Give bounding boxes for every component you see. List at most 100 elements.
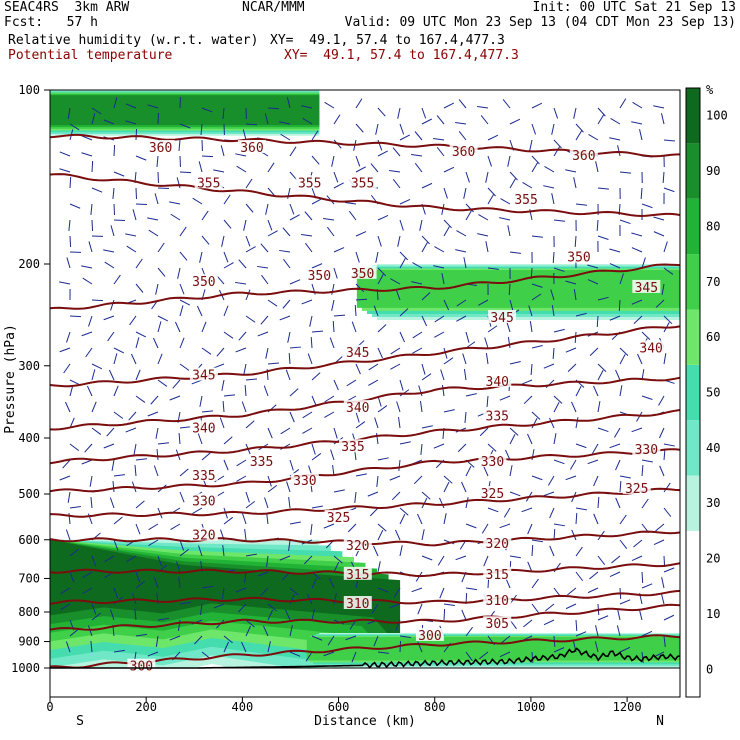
wind-vector (529, 321, 533, 333)
theta-label-bg (247, 453, 276, 467)
wind-vector (594, 641, 599, 653)
wind-vector (549, 545, 555, 557)
wind-vector (201, 107, 213, 113)
wind-vector (311, 505, 323, 509)
wind-vector (392, 178, 401, 189)
y-tick-label: 300 (18, 359, 40, 373)
wind-vector (135, 258, 143, 269)
wind-vector (279, 249, 291, 253)
theta-label: 340 (486, 375, 509, 390)
wind-vector (69, 417, 75, 429)
wind-vector (69, 235, 72, 248)
theta-label: 310 (346, 597, 369, 612)
wind-vector (465, 587, 477, 591)
wind-vector (377, 150, 388, 157)
wind-vector (588, 133, 599, 141)
wind-vector (194, 635, 203, 645)
wind-vector (199, 603, 203, 615)
wind-vector (531, 449, 535, 461)
wind-vector (213, 603, 225, 609)
wind-vector (573, 107, 577, 119)
y-tick-label: 100 (18, 83, 40, 97)
wind-vector (126, 245, 137, 253)
wind-vector (389, 603, 401, 609)
wind-vector (443, 226, 450, 237)
wind-vector (222, 545, 225, 557)
wind-vector (587, 264, 599, 269)
wind-vector (88, 315, 93, 327)
wind-vector (479, 651, 489, 660)
wind-vector (399, 258, 406, 269)
colorbar-segment (686, 198, 700, 255)
theta-label-bg (189, 493, 218, 507)
wind-vector (307, 353, 313, 365)
wind-vector (113, 274, 121, 285)
wind-vector (499, 217, 511, 221)
theta-label: 330 (481, 455, 504, 470)
wind-vector (109, 497, 115, 509)
wind-vector (661, 283, 665, 295)
wind-vector (412, 347, 423, 354)
wind-vector (455, 121, 467, 125)
wind-vector (201, 235, 210, 245)
wind-vector (242, 129, 247, 141)
wind-vector (179, 539, 185, 551)
wind-vector (614, 427, 621, 438)
wind-vector (109, 609, 115, 621)
wind-vector (223, 516, 234, 525)
theta-label: 355 (197, 176, 220, 191)
theta-label-bg (632, 279, 661, 293)
wind-vector (91, 612, 101, 621)
wind-vector (434, 315, 445, 323)
valid-time: Valid: 09 UTC Mon 23 Sep 13 (04 CDT Mon … (344, 15, 736, 30)
y-tick-label: 400 (18, 431, 40, 445)
wind-vector (528, 305, 533, 317)
wind-vector (309, 315, 313, 327)
wind-vector (531, 603, 539, 614)
theta-label: 350 (351, 267, 374, 282)
x-tick-label: 0 (46, 700, 53, 714)
colorbar-tick-label: 0 (706, 662, 713, 676)
wind-vector (135, 580, 145, 589)
wind-vector (443, 219, 452, 229)
wind-vector (575, 619, 578, 632)
wind-vector (178, 139, 181, 151)
wind-vector (597, 427, 609, 433)
wind-vector (355, 231, 367, 237)
wind-vector (346, 379, 357, 387)
wind-vector (311, 577, 318, 589)
theta-label-bg (478, 453, 507, 467)
wind-vector (91, 363, 103, 370)
wind-vector (421, 242, 428, 253)
wind-vector (421, 491, 431, 500)
wind-vector (66, 331, 71, 343)
wind-vector (265, 203, 269, 215)
theta-label-bg (189, 527, 218, 541)
wind-vector (267, 427, 273, 439)
theta-label-bg (565, 249, 594, 263)
wind-vector (241, 641, 247, 653)
wind-vector (244, 571, 247, 583)
wind-vector (411, 281, 423, 285)
wind-vector (461, 481, 467, 493)
wind-vector (397, 235, 401, 247)
colorbar-tick-label: 70 (706, 275, 720, 289)
wind-vector (235, 153, 247, 157)
theta-label: 360 (452, 145, 475, 160)
wind-vector (179, 491, 185, 503)
field2-xy: XY= 49.1, 57.4 to 167.4,477.3 (284, 48, 519, 63)
wind-vector (377, 215, 389, 221)
colorbar-tick-label: 50 (706, 386, 720, 400)
wind-vector (593, 475, 599, 487)
wind-vector (641, 459, 653, 463)
wind-vector (174, 321, 181, 333)
wind-vector (443, 513, 447, 525)
theta-label: 350 (308, 269, 331, 284)
wind-vector (125, 427, 137, 433)
wind-vector (285, 369, 291, 381)
theta-contour-350 (50, 263, 680, 310)
wind-vector (288, 539, 291, 551)
wind-vector (221, 379, 225, 391)
y-tick-label: 200 (18, 257, 40, 271)
theta-label-bg (569, 147, 598, 161)
